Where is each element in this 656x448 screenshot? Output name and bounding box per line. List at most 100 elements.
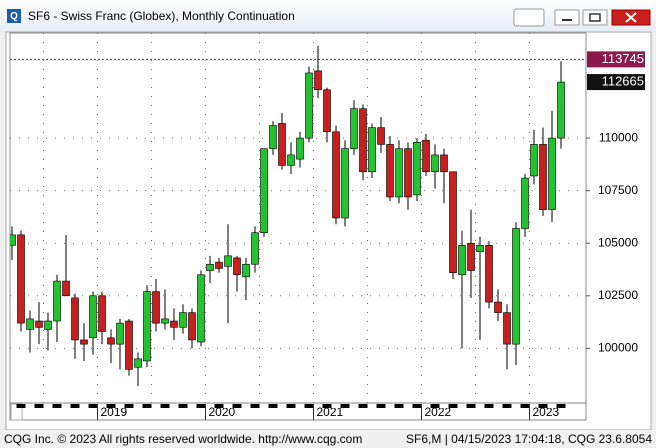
candle-body <box>134 358 142 368</box>
close-icon <box>625 12 637 23</box>
month-stripe <box>295 404 305 408</box>
month-stripe <box>97 404 107 408</box>
footer-right: SF6,M | 04/15/2023 17:04:18, CQG 23.6.80… <box>406 432 652 446</box>
candle-body <box>26 318 34 330</box>
candle-body <box>305 72 313 139</box>
candle-body <box>530 144 538 177</box>
candle-body <box>377 127 385 145</box>
month-stripe <box>61 404 71 408</box>
month-stripe <box>421 404 431 408</box>
candle-body <box>395 148 403 198</box>
month-stripe <box>466 404 476 408</box>
candle-body <box>494 301 502 313</box>
candle-body <box>62 280 70 297</box>
candle-body <box>503 312 511 345</box>
candle-body <box>359 108 367 173</box>
candle-body <box>269 125 277 149</box>
candle-body <box>98 295 106 332</box>
month-stripe <box>88 404 98 408</box>
month-stripe <box>133 404 143 408</box>
month-stripe <box>169 404 179 408</box>
month-stripe <box>43 404 53 408</box>
x-tick-label: 2020 <box>209 405 236 419</box>
y-tick-label: 110000 <box>599 130 638 144</box>
candle-body <box>296 137 304 160</box>
candle-body <box>440 154 448 173</box>
candle-body <box>143 291 151 362</box>
candle-body <box>467 242 475 271</box>
month-stripe <box>115 404 125 408</box>
month-stripe <box>286 404 296 408</box>
month-stripe <box>70 404 80 408</box>
month-stripe <box>178 404 188 408</box>
month-stripe <box>259 404 269 408</box>
maximize-button[interactable] <box>582 9 608 26</box>
month-stripe <box>142 404 152 408</box>
candle-body <box>278 123 286 166</box>
footer-left: CQG Inc. © 2023 All rights reserved worl… <box>4 432 362 446</box>
month-stripe <box>187 404 197 408</box>
month-stripe <box>277 404 287 408</box>
month-stripe <box>394 404 404 408</box>
month-stripe <box>16 404 26 408</box>
minimize-button[interactable] <box>554 9 580 26</box>
month-stripe <box>205 404 215 408</box>
candle-body <box>71 297 79 341</box>
candle-body <box>206 263 214 271</box>
month-stripe <box>106 404 116 408</box>
month-stripe <box>79 404 89 408</box>
month-stripe <box>358 404 368 408</box>
candle-body <box>332 131 340 219</box>
month-stripe <box>484 404 494 408</box>
month-stripe <box>331 404 341 408</box>
x-tick-label: 2019 <box>101 405 128 419</box>
month-stripe <box>385 404 395 408</box>
month-stripe <box>439 404 449 408</box>
reference-label: 113745 <box>602 51 644 66</box>
candle-body <box>215 261 223 269</box>
month-stripe <box>214 404 224 408</box>
month-stripe <box>340 404 350 408</box>
month-stripe <box>493 404 503 408</box>
candle-body <box>35 320 43 328</box>
month-stripe <box>313 404 323 408</box>
candle-body <box>539 144 547 210</box>
candle-body <box>413 142 421 196</box>
candle-body <box>152 291 160 324</box>
month-stripe <box>556 404 566 408</box>
month-stripe <box>223 404 233 408</box>
candle-body <box>449 171 457 273</box>
candle-body <box>224 255 232 267</box>
app-icon <box>7 9 21 23</box>
month-stripe <box>520 404 530 408</box>
month-stripe <box>376 404 386 408</box>
candle-body <box>512 228 520 345</box>
link-button[interactable] <box>513 8 545 27</box>
month-stripe <box>538 404 548 408</box>
candle-body <box>17 234 25 324</box>
plot-layer <box>10 33 586 403</box>
month-stripe <box>511 404 521 408</box>
month-stripe <box>196 404 206 408</box>
candle-body <box>368 127 376 173</box>
candle-body <box>53 280 61 322</box>
candle-body <box>323 89 331 133</box>
x-tick-label: 2022 <box>425 405 452 419</box>
month-stripe <box>160 404 170 408</box>
candle-body <box>161 318 169 324</box>
y-tick-label: 102500 <box>598 288 638 302</box>
month-stripe <box>268 404 278 408</box>
month-stripe <box>529 404 539 408</box>
candle-body <box>89 295 97 339</box>
last-price-box <box>587 74 645 91</box>
month-stripe <box>52 404 62 408</box>
candle-body <box>404 148 412 198</box>
candle-body <box>386 144 394 198</box>
month-stripe <box>322 404 332 408</box>
candle-body <box>179 312 187 328</box>
month-stripe <box>475 404 485 408</box>
candle-body <box>485 245 493 303</box>
candle-body <box>251 232 259 265</box>
candle-body <box>170 320 178 328</box>
